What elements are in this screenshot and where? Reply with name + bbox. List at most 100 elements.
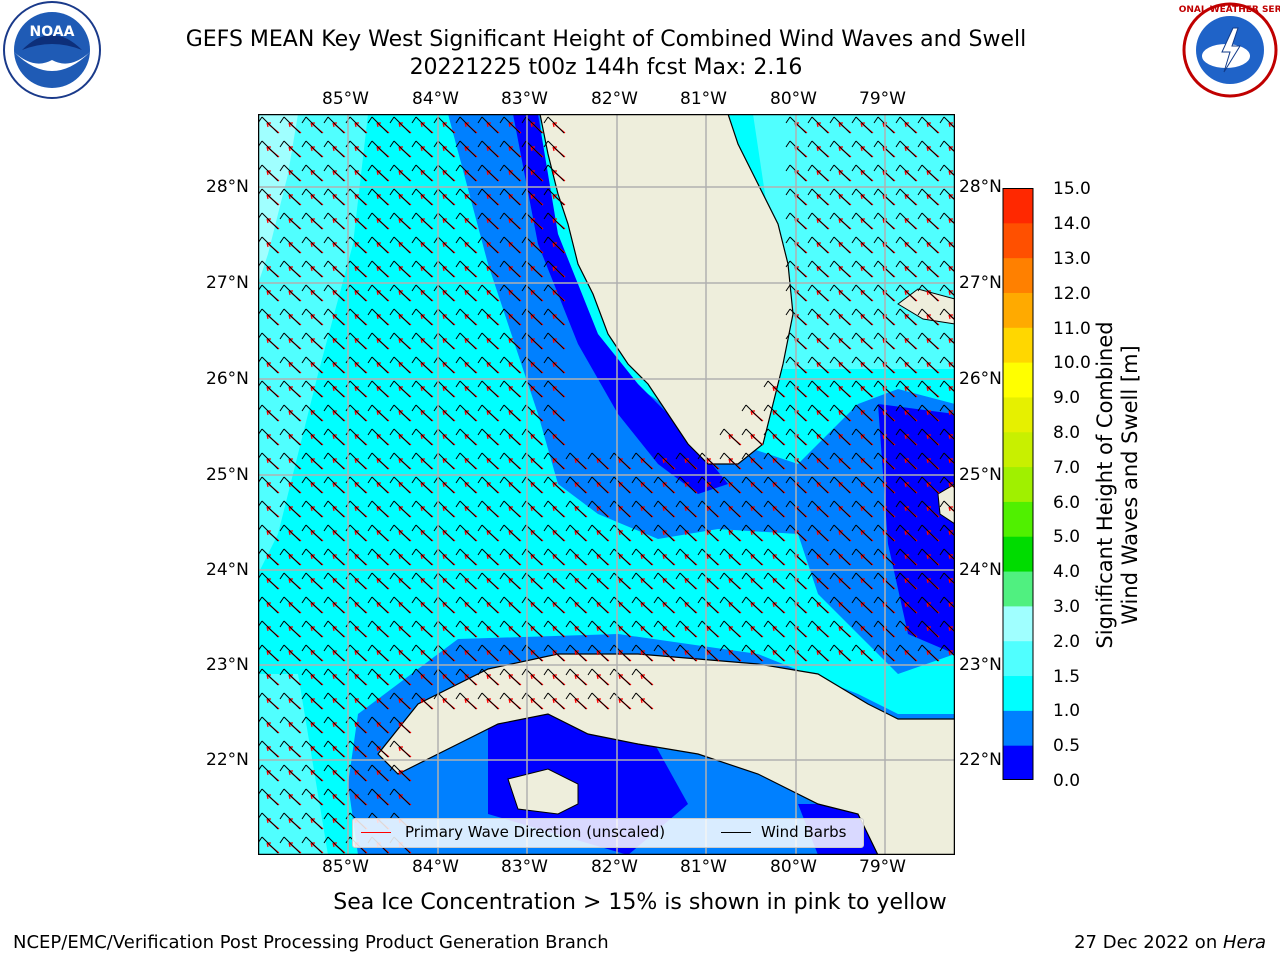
wind-barb [829, 164, 851, 182]
wind-barb [477, 428, 499, 446]
wind-barb [279, 692, 301, 710]
wind-barb [301, 740, 323, 758]
wind-barb [367, 572, 389, 590]
wind-barb [741, 428, 763, 446]
colorbar-segment [1003, 257, 1033, 293]
wind-barb [301, 308, 323, 326]
lon-tick: 84°W [412, 89, 459, 109]
wind-barb [367, 188, 389, 206]
wind-barb [785, 308, 807, 326]
wind-barb [279, 812, 301, 830]
wind-barb [521, 260, 543, 278]
wind-barb [851, 260, 873, 278]
wind-barb [785, 500, 807, 518]
wind-barb [631, 524, 653, 542]
wind-barb [873, 620, 895, 638]
wind-barb [939, 164, 955, 177]
wind-barb [499, 140, 521, 158]
wind-barb [301, 572, 323, 590]
wind-barb [477, 260, 499, 278]
wind-barb [653, 500, 675, 518]
wind-barb [279, 140, 301, 158]
wind-barb [323, 380, 345, 398]
wind-barb [323, 236, 345, 254]
wind-barb [521, 620, 543, 638]
colorbar-tick: 4.0 [1053, 562, 1081, 582]
wind-barb [587, 572, 609, 590]
wind-barb [807, 428, 829, 446]
wind-barb [301, 116, 323, 134]
wind-barb [323, 164, 345, 182]
wind-barb [631, 548, 653, 566]
wind-barb [565, 500, 587, 518]
wind-barb [301, 548, 323, 566]
wind-barb [719, 620, 741, 638]
wind-barb [873, 188, 895, 206]
wind-barb [389, 452, 411, 470]
wind-barb [323, 284, 345, 302]
wind-barb [499, 620, 521, 638]
wind-barb [631, 476, 653, 494]
wind-barb [543, 668, 565, 686]
wind-barb [807, 332, 829, 350]
wind-barb [763, 548, 785, 566]
wind-barb [389, 164, 411, 182]
wind-barb [477, 452, 499, 470]
wind-barb [895, 116, 917, 134]
wind-barb [301, 476, 323, 494]
wind-barb [543, 332, 565, 350]
chart-title: GEFS MEAN Key West Significant Height of… [185, 27, 1027, 52]
wind-barb [653, 572, 675, 590]
wind-barb [455, 452, 477, 470]
wind-barb [851, 140, 873, 158]
deep-blue-coastal [513, 114, 728, 494]
lat-tick: 23°N [959, 655, 1002, 675]
wind-barb [785, 644, 807, 662]
wind-barb [543, 212, 565, 230]
wind-barb [895, 380, 917, 398]
wind-barb [477, 212, 499, 230]
wind-barb [323, 140, 345, 158]
wind-barb [675, 644, 697, 662]
wind-barb [279, 572, 301, 590]
wind-barb [653, 476, 675, 494]
colorbar [1002, 188, 1034, 780]
wind-barb [411, 428, 433, 446]
wind-barb [279, 452, 301, 470]
wind-barb [917, 452, 939, 470]
wind-barb [301, 356, 323, 374]
wind-barb [521, 308, 543, 326]
wind-barb [851, 404, 873, 422]
wind-barb [895, 284, 917, 302]
wind-barb [807, 524, 829, 542]
wind-barb [587, 644, 609, 662]
wind-barb [917, 212, 939, 230]
wind-barb [411, 476, 433, 494]
wind-barb [741, 596, 763, 614]
wind-barb [785, 356, 807, 374]
wind-barb [389, 404, 411, 422]
wind-barb [521, 188, 543, 206]
wind-barb [851, 356, 873, 374]
wind-barb [763, 404, 785, 422]
wind-barb [301, 404, 323, 422]
wind-barb [301, 644, 323, 662]
wind-barb [895, 644, 917, 662]
wind-barb [895, 164, 917, 182]
wind-barb [411, 140, 433, 158]
wind-barb [895, 236, 917, 254]
wind-barb [323, 788, 345, 806]
wind-barb [785, 596, 807, 614]
wind-barb [763, 500, 785, 518]
lon-tick: 85°W [322, 89, 369, 109]
wind-barb [587, 524, 609, 542]
wind-barb [477, 500, 499, 518]
wind-barb [719, 476, 741, 494]
wind-barb [521, 500, 543, 518]
florida-land [539, 114, 794, 465]
lon-tick: 82°W [591, 857, 638, 877]
wind-barb [851, 284, 873, 302]
nws-logo-text: NATIONAL WEATHER SERVICE [1178, 5, 1280, 15]
wind-barb [939, 524, 955, 537]
wind-barb [895, 596, 917, 614]
